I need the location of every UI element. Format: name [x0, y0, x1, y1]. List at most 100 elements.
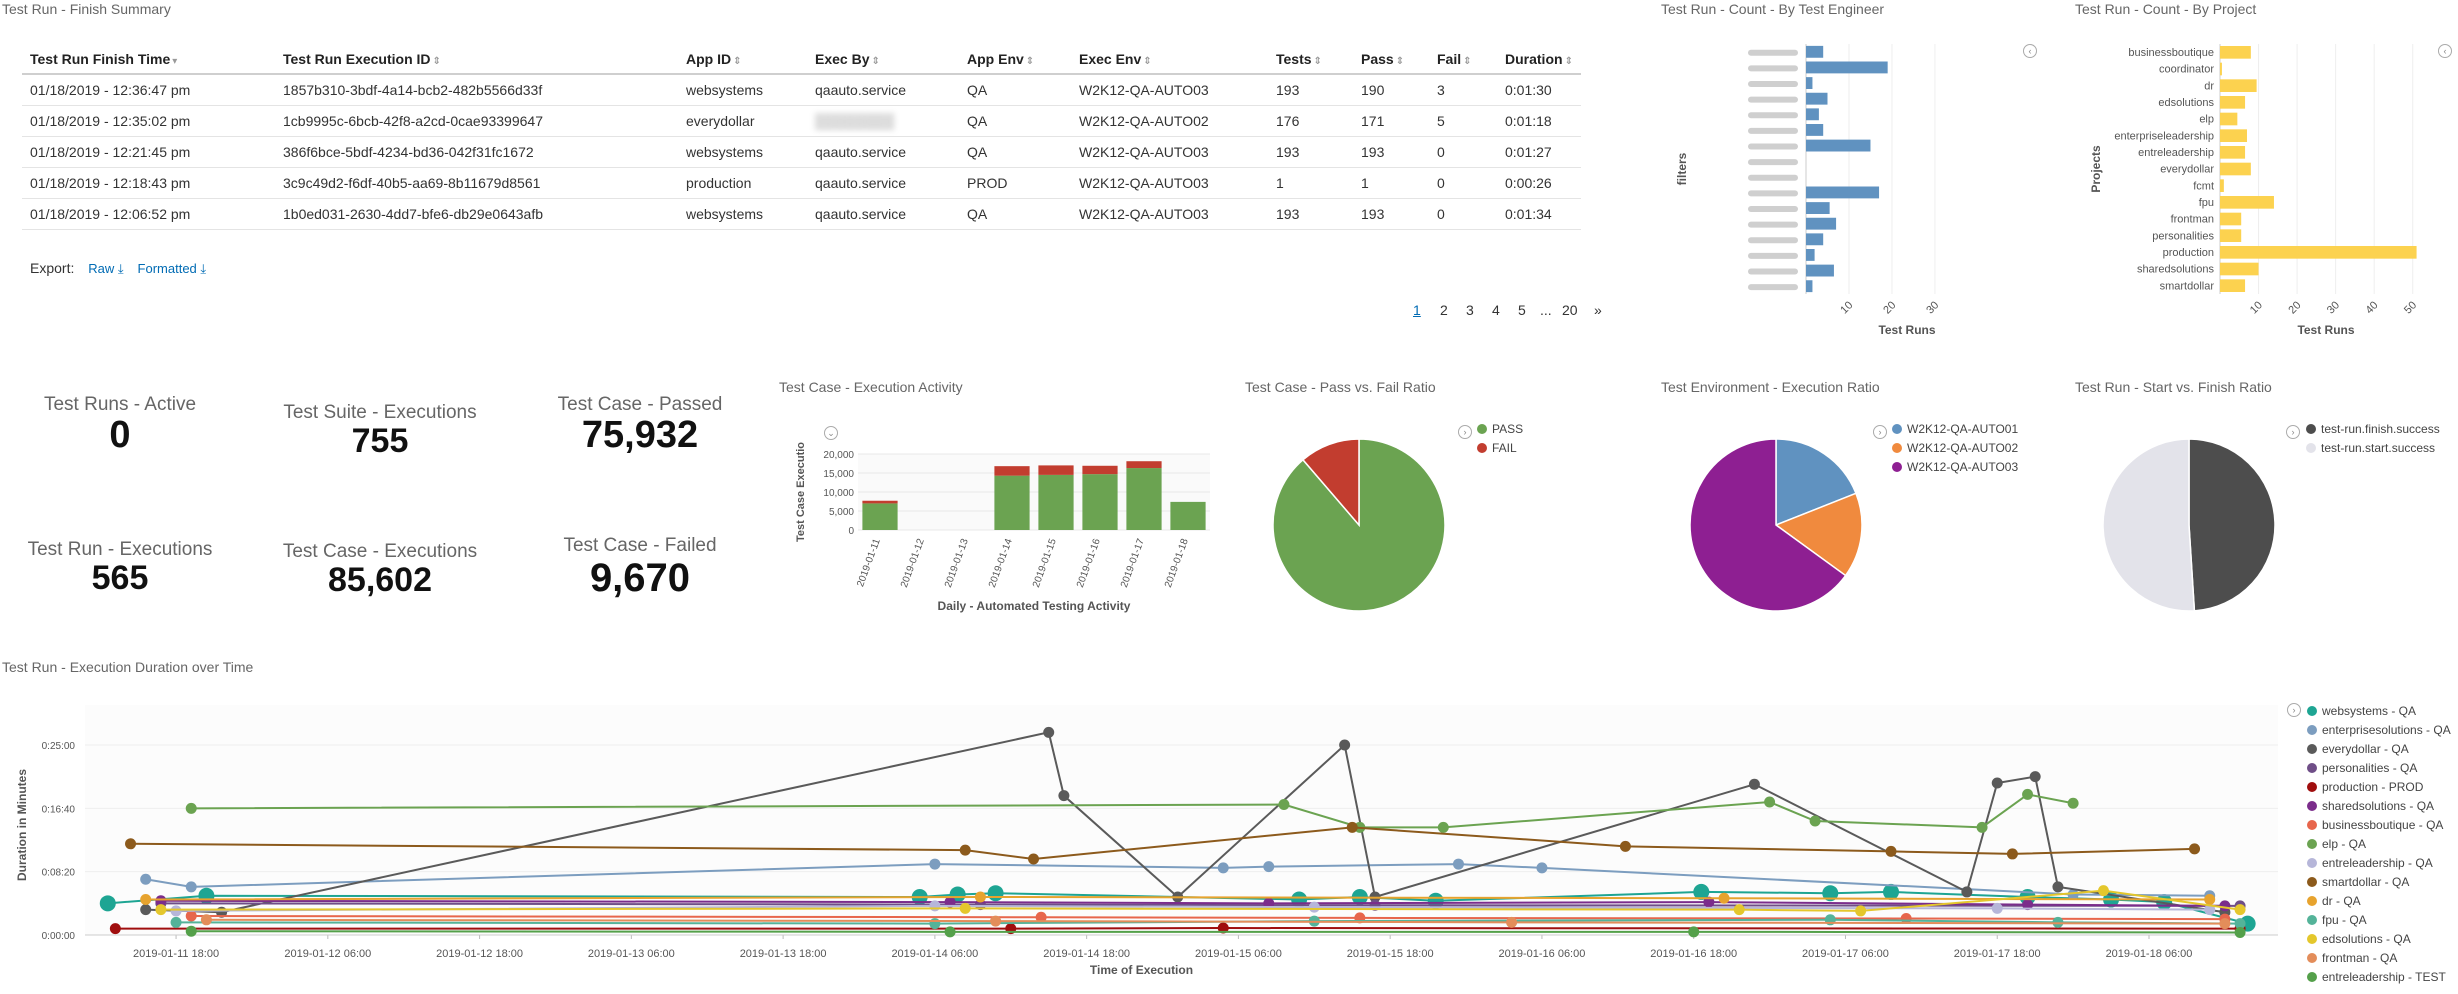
bar[interactable] [1806, 61, 1888, 74]
sort-desc-icon[interactable]: ▾ [172, 55, 178, 67]
data-point[interactable] [944, 896, 956, 908]
data-point[interactable] [944, 926, 956, 938]
bar[interactable] [1806, 139, 1871, 152]
legend-item[interactable]: sharedsolutions - QA [2307, 799, 2457, 813]
legend-item[interactable]: W2K12-QA-AUTO03 [1892, 460, 2018, 474]
bar[interactable] [2220, 62, 2222, 76]
bar[interactable] [2220, 129, 2247, 142]
data-point[interactable] [140, 894, 152, 906]
bar[interactable] [2220, 146, 2246, 159]
bar[interactable] [1806, 108, 1819, 121]
data-point[interactable] [1339, 739, 1351, 751]
data-point[interactable] [1703, 896, 1715, 908]
bar[interactable] [1806, 45, 1824, 58]
bar[interactable] [2220, 262, 2259, 276]
bar[interactable] [2220, 196, 2274, 209]
legend-item[interactable]: frontman - QA [2307, 951, 2457, 965]
bar[interactable] [1806, 77, 1813, 89]
data-point[interactable] [125, 838, 137, 850]
bar[interactable] [1806, 233, 1824, 246]
data-point[interactable] [2234, 926, 2246, 938]
data-point[interactable] [2234, 918, 2246, 930]
data-point[interactable] [1035, 911, 1047, 923]
data-point[interactable] [2029, 771, 2041, 783]
data-point[interactable] [1619, 840, 1631, 852]
pie-slice[interactable] [1774, 492, 1863, 577]
sort-icon[interactable]: ⇕ [733, 55, 742, 67]
legend-item[interactable]: dr - QA [2307, 894, 2457, 908]
bar-fail[interactable] [862, 500, 898, 504]
pie-slice[interactable] [1689, 438, 1847, 612]
data-point[interactable] [1263, 861, 1275, 873]
data-point[interactable] [1961, 886, 1973, 898]
data-point[interactable] [1506, 916, 1518, 928]
sort-icon[interactable]: ⇕ [432, 55, 441, 67]
bar[interactable] [2220, 96, 2246, 109]
data-point[interactable] [1688, 926, 1700, 938]
data-point[interactable] [1437, 821, 1449, 833]
bar[interactable] [1806, 264, 1834, 277]
page-link[interactable]: 3 [1466, 302, 1474, 318]
data-point[interactable] [2234, 904, 2246, 916]
legend-toggle-icon[interactable]: ⌄ [824, 426, 838, 440]
page-link[interactable]: 2 [1440, 302, 1448, 318]
bar-pass[interactable] [994, 475, 1030, 530]
export-formatted-link[interactable]: Formatted ⤓ [138, 261, 207, 276]
data-point[interactable] [1536, 862, 1548, 874]
data-point[interactable] [1043, 726, 1055, 738]
data-point[interactable] [155, 904, 167, 916]
legend-item[interactable]: personalities - QA [2307, 761, 2457, 775]
bar[interactable] [2220, 112, 2238, 126]
bar-pass[interactable] [1082, 474, 1118, 530]
pie-slice[interactable] [1301, 438, 1360, 528]
data-point[interactable] [140, 873, 152, 885]
data-point[interactable] [1855, 905, 1867, 917]
data-point[interactable] [1764, 796, 1776, 808]
data-point[interactable] [1058, 790, 1070, 802]
data-point[interactable] [2052, 881, 2064, 893]
column-header[interactable]: Test Run Finish Time ▾ [22, 44, 275, 75]
column-header[interactable]: Exec By ⇕ [807, 44, 959, 75]
legend-item[interactable]: businessboutique - QA [2307, 818, 2457, 832]
page-link[interactable]: 20 [1562, 302, 1578, 318]
bar[interactable] [1806, 92, 1828, 105]
data-point[interactable] [1991, 902, 2003, 914]
bar[interactable] [2220, 79, 2257, 92]
sort-icon[interactable]: ⇕ [1564, 55, 1573, 67]
data-point[interactable] [1718, 892, 1730, 904]
legend-toggle-icon[interactable]: › [2286, 425, 2300, 439]
data-point[interactable] [2204, 904, 2216, 916]
sort-icon[interactable]: ⇕ [1395, 55, 1405, 67]
bar-fail[interactable] [1082, 465, 1118, 475]
data-point[interactable] [1217, 922, 1229, 934]
bar-fail[interactable] [1126, 461, 1162, 469]
bar-fail[interactable] [994, 466, 1030, 476]
bar-pass[interactable] [1038, 474, 1074, 530]
legend-item[interactable]: fpu - QA [2307, 913, 2457, 927]
column-header[interactable]: Pass ⇕ [1353, 44, 1429, 75]
data-point[interactable] [1883, 883, 1899, 900]
data-point[interactable] [1452, 858, 1464, 870]
data-point[interactable] [1976, 821, 1988, 833]
data-point[interactable] [987, 885, 1004, 902]
data-point[interactable] [170, 905, 182, 917]
page-link[interactable]: 4 [1492, 302, 1500, 318]
bar[interactable] [2220, 279, 2246, 292]
data-point[interactable] [2067, 888, 2079, 900]
bar[interactable] [2220, 229, 2242, 242]
legend-item[interactable]: W2K12-QA-AUTO02 [1892, 441, 2018, 455]
data-point[interactable] [185, 925, 197, 937]
data-point[interactable] [1308, 901, 1320, 913]
data-point[interactable] [2204, 894, 2216, 906]
page-link[interactable]: 1 [1413, 302, 1421, 318]
legend-toggle-icon[interactable]: › [1458, 425, 1472, 439]
legend-item[interactable]: everydollar - QA [2307, 742, 2457, 756]
data-point[interactable] [990, 915, 1002, 927]
bar[interactable] [2220, 179, 2224, 192]
data-point[interactable] [959, 844, 971, 856]
bar[interactable] [2220, 162, 2251, 176]
data-point[interactable] [1991, 777, 2003, 789]
legend-toggle-icon[interactable]: › [1873, 425, 1887, 439]
data-point[interactable] [1748, 778, 1760, 790]
bar[interactable] [1806, 280, 1813, 293]
